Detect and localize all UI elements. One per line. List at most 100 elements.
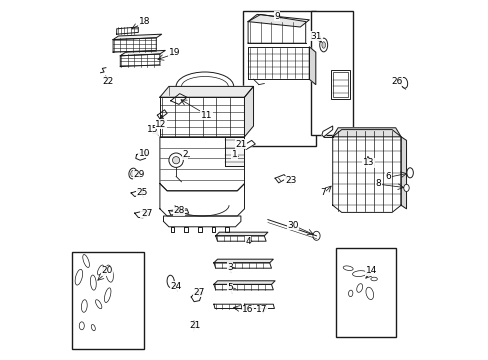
Polygon shape [191,291,202,302]
Ellipse shape [90,275,96,290]
Bar [242,11,316,146]
Text: 31: 31 [310,32,322,41]
Polygon shape [168,209,188,215]
Ellipse shape [105,265,113,282]
Polygon shape [131,190,142,197]
Text: 27: 27 [193,288,205,297]
Polygon shape [400,137,406,209]
Text: 16: 16 [242,305,253,314]
Polygon shape [224,137,244,166]
Ellipse shape [95,300,102,309]
Polygon shape [247,14,309,27]
Ellipse shape [91,324,95,331]
Polygon shape [113,38,156,52]
Bar [330,70,349,99]
Ellipse shape [321,42,325,48]
Text: 5: 5 [227,284,232,292]
Ellipse shape [129,168,137,179]
Text: 25: 25 [136,189,147,197]
Polygon shape [275,175,286,183]
Bar [336,248,395,337]
Text: 14: 14 [365,266,376,275]
Text: 7: 7 [320,188,325,197]
Text: 20: 20 [101,266,112,275]
Ellipse shape [406,168,412,178]
Polygon shape [244,304,274,309]
Polygon shape [332,128,400,137]
Polygon shape [242,140,255,149]
Polygon shape [225,227,228,232]
Polygon shape [160,184,244,216]
Text: 3: 3 [227,263,232,272]
Ellipse shape [130,170,135,177]
Polygon shape [113,34,162,40]
Ellipse shape [365,287,373,300]
Ellipse shape [403,184,408,192]
Ellipse shape [79,322,84,330]
Text: 12: 12 [155,120,166,129]
Ellipse shape [75,269,82,285]
Bar [332,72,347,97]
Polygon shape [117,27,138,34]
Polygon shape [213,263,271,268]
Ellipse shape [104,288,111,302]
Text: 2: 2 [182,150,187,159]
Polygon shape [163,216,241,227]
Ellipse shape [97,265,103,275]
Text: 28: 28 [173,206,184,215]
Polygon shape [160,86,253,97]
Ellipse shape [192,321,196,328]
Text: 18: 18 [139,17,150,26]
Ellipse shape [400,77,407,88]
Ellipse shape [348,290,352,297]
Ellipse shape [352,271,366,276]
Ellipse shape [343,266,352,270]
Polygon shape [321,126,332,137]
Text: 8: 8 [375,179,381,188]
Polygon shape [134,211,148,218]
Text: 21: 21 [235,140,246,149]
Polygon shape [309,47,315,85]
Polygon shape [213,284,273,290]
Polygon shape [213,259,273,263]
Text: 6: 6 [385,172,390,181]
Text: 19: 19 [168,48,180,57]
Polygon shape [213,281,275,284]
Polygon shape [332,130,400,212]
Text: 15: 15 [147,125,158,134]
Polygon shape [170,227,174,232]
Text: 1: 1 [231,150,237,159]
Polygon shape [247,14,305,43]
Text: 17: 17 [256,305,267,314]
Polygon shape [170,94,186,104]
Text: 23: 23 [285,176,296,185]
Text: 21: 21 [189,321,200,330]
Text: 27: 27 [141,209,152,217]
Polygon shape [157,110,167,119]
Ellipse shape [356,284,362,292]
Ellipse shape [81,300,87,312]
Polygon shape [215,236,265,241]
Text: 4: 4 [245,237,250,246]
Polygon shape [136,151,147,160]
Text: 10: 10 [139,149,150,158]
Polygon shape [160,97,244,137]
Text: 22: 22 [102,77,113,86]
Text: 29: 29 [133,170,145,179]
Polygon shape [160,137,244,191]
Polygon shape [213,304,242,309]
Text: 24: 24 [170,282,182,291]
Polygon shape [244,86,253,137]
Text: 30: 30 [287,220,298,230]
Polygon shape [120,50,165,56]
Ellipse shape [82,255,89,267]
Ellipse shape [319,38,327,52]
Polygon shape [198,227,201,232]
Polygon shape [184,227,187,232]
Polygon shape [120,54,160,67]
Text: 9: 9 [273,12,279,21]
Bar [310,11,352,135]
Text: 26: 26 [391,77,402,86]
Ellipse shape [167,275,174,288]
Text: 13: 13 [362,158,374,167]
